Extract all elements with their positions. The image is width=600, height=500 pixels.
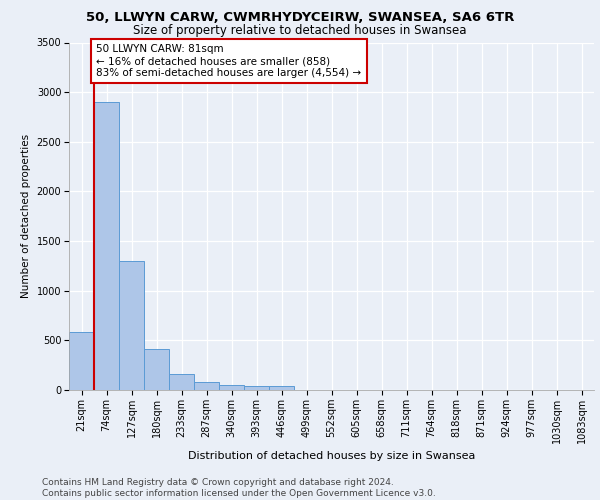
Bar: [119, 261, 144, 390]
Bar: [169, 374, 194, 390]
Bar: [269, 386, 294, 390]
Bar: [244, 386, 269, 390]
Y-axis label: Number of detached properties: Number of detached properties: [21, 134, 31, 298]
Bar: [219, 385, 244, 390]
Bar: [144, 349, 169, 390]
Bar: [194, 382, 219, 390]
Bar: [94, 102, 119, 390]
Bar: [69, 332, 94, 390]
Text: 50, LLWYN CARW, CWMRHYDYCEIRW, SWANSEA, SA6 6TR: 50, LLWYN CARW, CWMRHYDYCEIRW, SWANSEA, …: [86, 11, 514, 24]
X-axis label: Distribution of detached houses by size in Swansea: Distribution of detached houses by size …: [188, 451, 475, 461]
Text: 50 LLWYN CARW: 81sqm
← 16% of detached houses are smaller (858)
83% of semi-deta: 50 LLWYN CARW: 81sqm ← 16% of detached h…: [97, 44, 362, 78]
Text: Contains HM Land Registry data © Crown copyright and database right 2024.
Contai: Contains HM Land Registry data © Crown c…: [42, 478, 436, 498]
Text: Size of property relative to detached houses in Swansea: Size of property relative to detached ho…: [133, 24, 467, 37]
